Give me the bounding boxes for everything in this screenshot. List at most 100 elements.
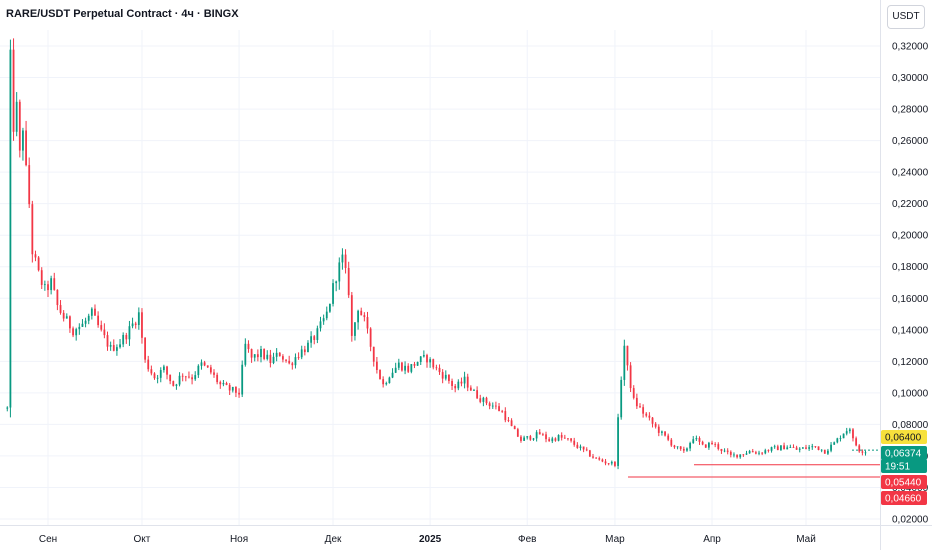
candle [585,447,588,452]
x-tick-label: Фев [518,534,536,545]
candle-body [360,310,363,316]
candle-body [141,312,143,338]
candle-body [50,278,53,291]
grid-lines [0,30,880,525]
candle [432,358,435,370]
candle-body [457,381,460,389]
candle-body [632,388,635,398]
candle-body [247,343,250,350]
candle [285,359,287,363]
candle [422,350,425,358]
candle [513,425,516,430]
candle-body [109,345,112,347]
candle-body [65,316,68,319]
candle-body [37,257,40,271]
candle [789,444,792,448]
chart-title: RARE/USDT Perpetual Contract · 4ч · BING… [6,8,239,20]
candle-body [332,283,334,304]
candle [457,379,460,391]
candle-body [354,322,356,336]
candle [817,446,820,451]
candle [845,427,848,436]
candle-body [770,447,773,451]
price-badge-bg [881,446,927,460]
candle [654,422,657,429]
candle [350,291,353,342]
candle [607,463,610,466]
candle-body [150,369,153,374]
candle-body [629,365,632,389]
price-badge-label: 19:51 [885,462,910,473]
candle [247,340,250,353]
candle [332,279,334,307]
candle-body [222,383,225,385]
candle [203,360,206,367]
candle-body [739,454,742,458]
x-tick-label: Дек [325,534,342,545]
candle-body [203,362,206,366]
y-tick-label: 0,14000 [892,325,929,336]
candle-body [266,354,269,359]
candle [507,417,510,423]
candle [642,404,645,418]
price-badge: 19:51 [881,459,927,473]
candle-body [241,364,244,395]
candle [78,323,81,335]
candle [50,275,53,295]
candle [213,369,215,378]
candle-body [570,438,572,441]
candle [397,358,400,371]
candle [53,272,56,291]
candle-body [657,426,660,433]
candle-body [394,367,397,373]
candle [194,371,197,381]
candle-body [642,407,645,414]
candle [473,388,475,391]
candle [100,320,103,332]
candle [188,371,190,379]
candle-body [172,381,175,386]
candle-body [482,397,485,402]
candle-body [369,328,372,347]
candle-body [513,426,516,430]
candle-body [335,281,338,284]
candle-body [15,101,18,132]
candle-body [532,438,535,440]
candle [319,316,322,332]
candle [623,339,626,386]
candle [601,458,604,463]
candle-body [520,436,522,441]
candle [695,435,698,442]
candle-body [188,376,190,378]
candle [216,372,219,385]
candle-body [319,321,322,329]
candle-body [585,449,588,451]
candle-body [720,448,723,452]
support-lines [628,449,880,478]
candle-body [645,413,648,416]
candle-body [579,446,582,448]
y-tick-label: 0,30000 [892,73,929,84]
candle [510,418,513,427]
candle-body [422,355,425,357]
candle-body [764,450,767,454]
candle-body [231,386,234,391]
y-tick-label: 0,24000 [892,168,929,179]
candle [294,353,297,369]
currency-button[interactable]: USDT [887,5,925,29]
price-badge: 0,06400 [881,430,927,444]
candle [206,365,209,369]
candle [491,402,494,409]
candle [751,448,754,453]
candle-body [307,342,309,353]
candle-body [776,446,779,451]
candle [303,345,306,356]
candle [701,440,704,446]
candle [448,374,450,384]
candle-body [325,311,328,319]
candle-body [808,447,811,449]
candle-body [479,398,482,402]
candle [736,454,738,459]
candle-body [623,345,626,380]
